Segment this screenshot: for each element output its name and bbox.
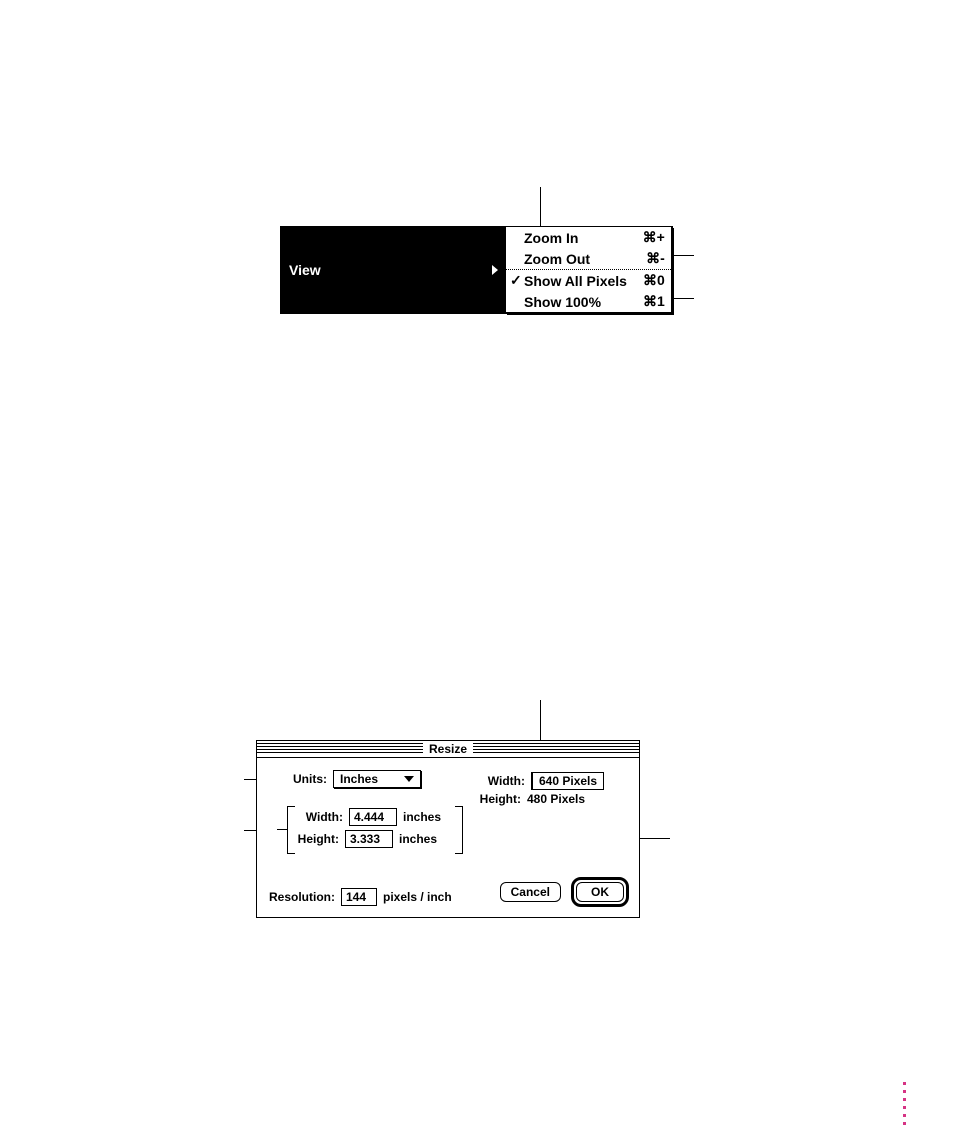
pixel-height-label: Height: [475, 792, 521, 806]
chevron-right-icon [492, 265, 498, 275]
titlebar-stripes [473, 743, 639, 755]
height-input[interactable]: 3.333 [345, 830, 393, 848]
dialog-title: Resize [423, 742, 473, 756]
view-menu-title[interactable]: View [280, 226, 505, 313]
pixel-height-row: Height: 480 Pixels [475, 792, 585, 806]
ok-button[interactable]: OK [576, 882, 624, 902]
bracket-icon [455, 806, 463, 854]
pixel-height-value: 480 Pixels [527, 792, 585, 806]
dialog-titlebar: Resize [257, 741, 639, 758]
view-menu-label: View [289, 262, 321, 278]
menu-item-shortcut: ⌘+ [643, 229, 665, 246]
menu-item-zoom-in[interactable]: Zoom In ⌘+ [506, 227, 671, 248]
menu-item-shortcut: ⌘0 [643, 272, 665, 289]
height-unit: inches [399, 832, 437, 846]
view-menu: View Zoom In ⌘+ Zoom Out ⌘- ✓ Show All P… [280, 226, 673, 314]
dialog-body: Units: Inches Width: 4.444 inches Height… [257, 758, 639, 917]
pixel-width-label: Width: [479, 774, 525, 788]
menu-item-shortcut: ⌘- [646, 250, 665, 267]
menu-item-shortcut: ⌘1 [643, 293, 665, 310]
height-row: Height: 3.333 inches [295, 830, 437, 848]
resize-dialog: Resize Units: Inches Width: 4.444 inches… [256, 740, 640, 918]
menu-item-show-all-pixels[interactable]: ✓ Show All Pixels ⌘0 [506, 270, 671, 291]
check-icon: ✓ [510, 272, 524, 289]
cancel-button[interactable]: Cancel [500, 882, 561, 902]
units-label: Units: [293, 772, 327, 786]
menu-item-zoom-out[interactable]: Zoom Out ⌘- [506, 248, 671, 269]
dialog-buttons: Cancel OK [500, 877, 629, 907]
width-input[interactable]: 4.444 [349, 808, 397, 826]
units-value: Inches [340, 772, 378, 786]
resolution-row: Resolution: 144 pixels / inch [269, 888, 452, 906]
default-button-ring: OK [571, 877, 629, 907]
callout-line [277, 829, 287, 830]
pixel-width-value: 640 Pixels [531, 772, 604, 790]
menu-item-label: Show All Pixels [524, 273, 643, 289]
view-submenu: Zoom In ⌘+ Zoom Out ⌘- ✓ Show All Pixels… [505, 226, 672, 313]
resolution-label: Resolution: [269, 890, 335, 904]
resolution-input[interactable]: 144 [341, 888, 377, 906]
resolution-unit: pixels / inch [383, 890, 452, 904]
menu-item-label: Zoom Out [524, 251, 646, 267]
pixel-width-row: Width: 640 Pixels [479, 772, 604, 790]
bracket-icon [287, 806, 295, 854]
decorative-dots [903, 1082, 906, 1125]
units-row: Units: Inches [293, 770, 421, 788]
menu-item-label: Show 100% [524, 294, 643, 310]
width-label: Width: [299, 810, 343, 824]
units-select[interactable]: Inches [333, 770, 421, 788]
titlebar-stripes [257, 743, 423, 755]
chevron-down-icon [404, 776, 414, 782]
menu-item-show-100[interactable]: Show 100% ⌘1 [506, 291, 671, 312]
callout-line [640, 838, 670, 839]
menu-item-label: Zoom In [524, 230, 643, 246]
width-unit: inches [403, 810, 441, 824]
width-row: Width: 4.444 inches [299, 808, 441, 826]
height-label: Height: [295, 832, 339, 846]
